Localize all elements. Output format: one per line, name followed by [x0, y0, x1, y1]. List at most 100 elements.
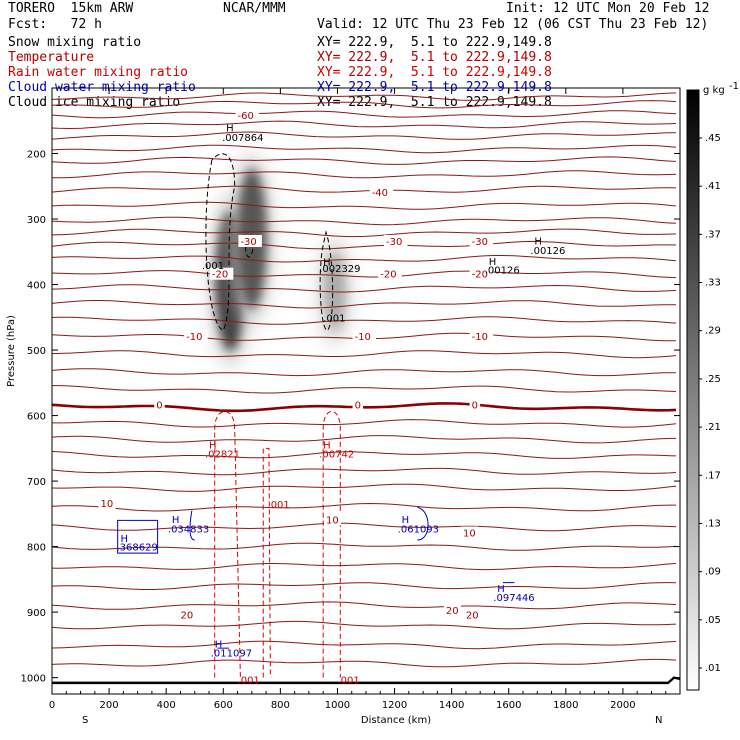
isotherm-line [52, 100, 677, 109]
isotherm-label-bg [461, 526, 479, 539]
max-marker: H [497, 584, 505, 595]
isotherm-label-bg [352, 329, 377, 342]
isotherm-line [52, 562, 677, 571]
y-tick-label: 800 [27, 543, 46, 554]
cloud-water-contour [189, 510, 195, 541]
rain-contour [322, 410, 341, 678]
colorbar-label: .01 [705, 663, 721, 674]
isotherm-label: -40 [372, 188, 388, 199]
isotherm-label: 0 [472, 401, 478, 412]
contour-value-label: .001 [202, 261, 224, 272]
north-label: N [655, 715, 662, 726]
legend-snow-xy: XY= 222.9, 5.1 to 222.9,149.8 [317, 35, 552, 50]
isotherm-line [52, 502, 676, 512]
rain-contour [262, 447, 271, 678]
max-value-label: .007864 [222, 133, 263, 144]
max-value-label: .02821 [205, 450, 240, 461]
model-title: TORERO 15km ARW [8, 1, 134, 16]
x-tick-label: 2000 [610, 700, 635, 711]
isotherm-label-bg [238, 234, 262, 247]
isotherm-label-bg [469, 398, 481, 411]
colorbar-unit: g kg [703, 85, 725, 96]
isotherm-line [52, 228, 677, 238]
max-value-label: .00126 [485, 265, 520, 276]
snow-shading-core [324, 253, 345, 330]
south-label: S [82, 715, 88, 726]
isotherm-line [52, 419, 677, 428]
x-tick-label: 1400 [439, 700, 464, 711]
y-tick-label: 700 [27, 477, 46, 488]
y-axis-label: Pressure (hPa) [6, 315, 17, 387]
plot-frame [51, 87, 681, 695]
isotherm-label-bg [178, 608, 196, 621]
ground-line [52, 676, 680, 685]
isotherm-label-bg [443, 603, 461, 616]
isotherm-label: -10 [186, 332, 202, 343]
y-tick-label: 300 [27, 215, 46, 226]
x-tick-label: 800 [271, 700, 290, 711]
isotherm-label: -20 [472, 270, 488, 281]
isotherm-line [52, 658, 677, 668]
isotherm-line [52, 640, 677, 650]
isotherm-line [52, 467, 677, 476]
isotherm-line [52, 368, 676, 377]
max-marker: H [209, 440, 217, 451]
cloud-water-contour [117, 519, 159, 554]
colorbar-label: .37 [705, 229, 721, 240]
isotherm-label: 0 [156, 401, 162, 412]
isotherm-line [52, 483, 677, 492]
max-marker: H [172, 515, 180, 526]
legend-temperature-xy: XY= 222.9, 5.1 to 222.9,149.8 [317, 50, 552, 65]
isotherm-line [52, 201, 677, 210]
colorbar-scale [686, 89, 700, 691]
isotherm-label: 0 [355, 401, 361, 412]
isotherm-label: 20 [466, 610, 479, 621]
isotherm-line [52, 350, 677, 359]
x-tick-label: 1800 [553, 700, 578, 711]
isotherm-line [52, 120, 677, 130]
contour-value-label: .001 [337, 676, 359, 687]
x-tick-label: 600 [214, 700, 233, 711]
max-value-label: .00126 [530, 246, 565, 257]
isotherm-label-bg [378, 267, 402, 280]
isotherm-line [52, 601, 677, 610]
valid-time: Valid: 12 UTC Thu 23 Feb 12 (06 CST Thu … [317, 17, 709, 32]
center-title: NCAR/MMM [223, 1, 286, 16]
max-value-label: .002329 [319, 264, 360, 275]
colorbar-label: .33 [705, 278, 721, 289]
isotherm-label: 10 [326, 515, 339, 526]
contour-value-label: .001 [238, 676, 260, 687]
isotherm-label: 20 [446, 606, 459, 617]
isotherm-line [52, 522, 677, 532]
snow-contour [319, 230, 334, 331]
legend-temperature: Temperature [8, 50, 95, 65]
isotherm-line [52, 92, 677, 101]
max-marker: H [534, 237, 542, 248]
colorbar-label: .45 [705, 133, 721, 144]
isotherm-line [52, 170, 677, 179]
isotherm-line [52, 435, 676, 444]
isotherm-label: -10 [472, 332, 488, 343]
isotherm-label-bg [469, 329, 494, 342]
isotherm-label: -30 [240, 237, 256, 248]
isotherm-label: 20 [180, 610, 193, 621]
max-marker: H [402, 515, 410, 526]
isotherm-label-bg [98, 497, 116, 510]
legend-snow: Snow mixing ratio [8, 35, 142, 50]
isotherm-label-bg [235, 109, 260, 122]
isotherm-label-bg [154, 398, 165, 411]
forecast-hour: Fcst: 72 h [8, 17, 102, 32]
isotherm-label: -30 [472, 237, 488, 248]
isotherm-label-bg [383, 234, 408, 247]
colorbar-label: .13 [705, 518, 721, 529]
isotherm-line [52, 131, 676, 140]
y-tick-label: 1000 [21, 674, 46, 685]
y-tick-label: 500 [27, 346, 46, 357]
x-axis-label: Distance (km) [361, 715, 431, 726]
isotherm-label: -10 [355, 332, 371, 343]
max-value-label: .097446 [493, 593, 534, 604]
x-tick-label: 1200 [382, 700, 407, 711]
isotherm-label-bg [184, 329, 208, 342]
y-tick-label: 200 [27, 150, 46, 161]
snow-contour [205, 153, 236, 332]
